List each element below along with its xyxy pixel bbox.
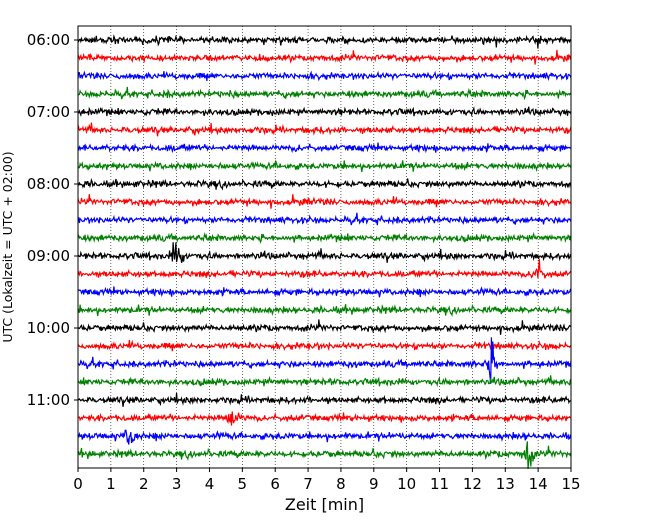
x-tick-label: 0 xyxy=(73,475,83,493)
y-axis-ticks: 06:00 07:00 08:00 09:00 10:00 11:00 xyxy=(27,31,78,409)
trace-line xyxy=(77,159,572,173)
trace-line xyxy=(77,122,572,137)
y-tick-label: 07:00 xyxy=(27,103,70,121)
trace-line xyxy=(77,34,572,49)
trace-line xyxy=(77,319,572,335)
trace-line xyxy=(77,411,572,426)
x-tick-label: 14 xyxy=(529,475,548,493)
seismic-traces xyxy=(77,34,572,470)
x-tick-label: 7 xyxy=(303,475,313,493)
trace-line xyxy=(77,303,572,317)
x-tick-label: 8 xyxy=(336,475,346,493)
y-tick-label: 09:00 xyxy=(27,247,70,265)
x-tick-label: 5 xyxy=(238,475,248,493)
x-tick-label: 1 xyxy=(106,475,116,493)
trace-line xyxy=(77,212,572,226)
y-tick-label: 10:00 xyxy=(27,319,70,337)
y-tick-label: 06:00 xyxy=(27,31,70,49)
trace-line xyxy=(77,242,572,263)
plot-frame xyxy=(77,25,572,469)
x-axis-label: Zeit [min] xyxy=(285,495,364,514)
y-axis-label: UTC (Lokalzeit = UTC + 02:00) xyxy=(0,151,15,342)
trace-line xyxy=(77,142,572,154)
trace-line xyxy=(77,194,572,209)
x-axis-ticks: 0 1 2 3 4 5 6 7 8 9 10 11 12 13 14 15 xyxy=(73,468,581,493)
x-tick-label: 9 xyxy=(369,475,379,493)
x-tick-label: 3 xyxy=(172,475,182,493)
trace-line xyxy=(77,70,572,82)
trace-line xyxy=(77,86,572,101)
trace-line xyxy=(77,339,572,352)
x-tick-label: 13 xyxy=(496,475,515,493)
x-tick-label: 4 xyxy=(205,475,215,493)
y-tick-label: 11:00 xyxy=(27,391,70,409)
plot-background xyxy=(78,26,571,468)
trace-line xyxy=(77,106,572,118)
trace-line xyxy=(77,441,572,470)
y-tick-label: 08:00 xyxy=(27,175,70,193)
x-tick-label: 2 xyxy=(139,475,149,493)
trace-line xyxy=(77,259,572,279)
x-tick-label: 12 xyxy=(463,475,482,493)
trace-line xyxy=(77,337,572,384)
x-tick-label: 10 xyxy=(397,475,416,493)
trace-line xyxy=(77,429,572,445)
trace-line xyxy=(77,375,572,388)
trace-line xyxy=(77,286,572,298)
trace-line xyxy=(77,49,572,65)
x-tick-label: 15 xyxy=(561,475,580,493)
x-tick-label: 11 xyxy=(430,475,449,493)
x-tick-label: 6 xyxy=(270,475,280,493)
trace-line xyxy=(77,231,572,244)
trace-line xyxy=(77,393,572,407)
trace-line xyxy=(77,178,572,191)
